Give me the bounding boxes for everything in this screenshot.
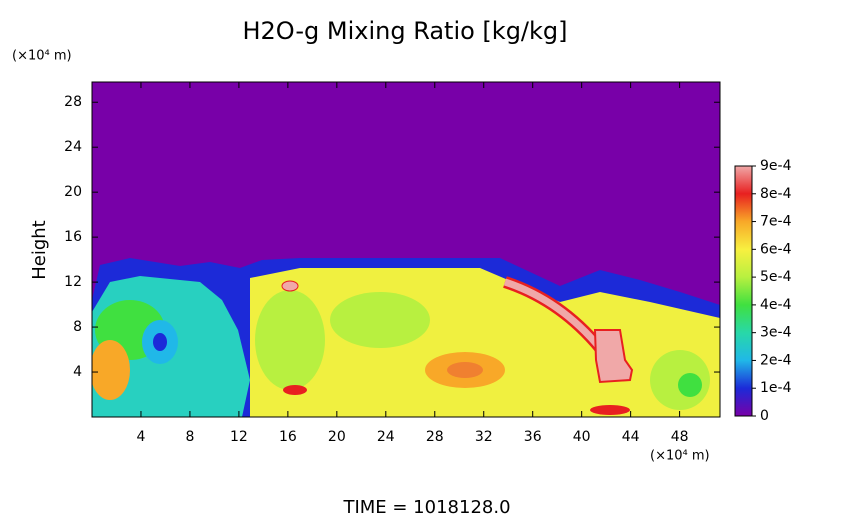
y-tick-label: 4 [73,364,82,380]
time-label: TIME = 1018128.0 [342,497,510,518]
x-tick-label: 16 [279,429,297,445]
y-tick-label: 20 [64,184,82,200]
x-tick-label: 32 [475,429,493,445]
y-tick-label: 8 [73,319,82,335]
colorbar-tick-label: 6e-4 [760,241,792,257]
chart-title: H2O-g Mixing Ratio [kg/kg] [242,17,567,45]
x-tick-label: 4 [137,429,146,445]
y-axis-label: Height [29,220,50,280]
colorbar-tick-label: 4e-4 [760,297,792,313]
x-tick-label: 20 [328,429,346,445]
y-tick-label: 16 [64,229,82,245]
field [92,82,720,417]
colorbar-tick-label: 9e-4 [760,158,792,174]
x-tick-label: 44 [622,429,640,445]
x-tick-label: 28 [426,429,444,445]
colorbar-tick-label: 8e-4 [760,186,792,202]
x-unit: (×10⁴ m) [650,449,710,464]
x-tick-label: 36 [524,429,542,445]
y-tick-label: 28 [64,94,82,110]
x-tick-label: 24 [377,429,395,445]
x-tick-label: 12 [230,429,248,445]
colorbar-tick-label: 5e-4 [760,269,792,285]
colorbar-tick-label: 0 [760,408,769,424]
y-tick-label: 12 [64,274,82,290]
y-tick-label: 24 [64,139,82,155]
colorbar-tick-label: 2e-4 [760,352,792,368]
colorbar-tick-label: 3e-4 [760,325,792,341]
colorbar [734,165,753,417]
colorbar-tick-label: 7e-4 [760,214,792,230]
plot-frame [91,81,721,418]
x-tick-label: 48 [671,429,689,445]
colorbar-tick-label: 1e-4 [760,380,792,396]
x-tick-label: 40 [573,429,591,445]
x-tick-label: 8 [185,429,194,445]
y-unit: (×10⁴ m) [12,49,72,64]
